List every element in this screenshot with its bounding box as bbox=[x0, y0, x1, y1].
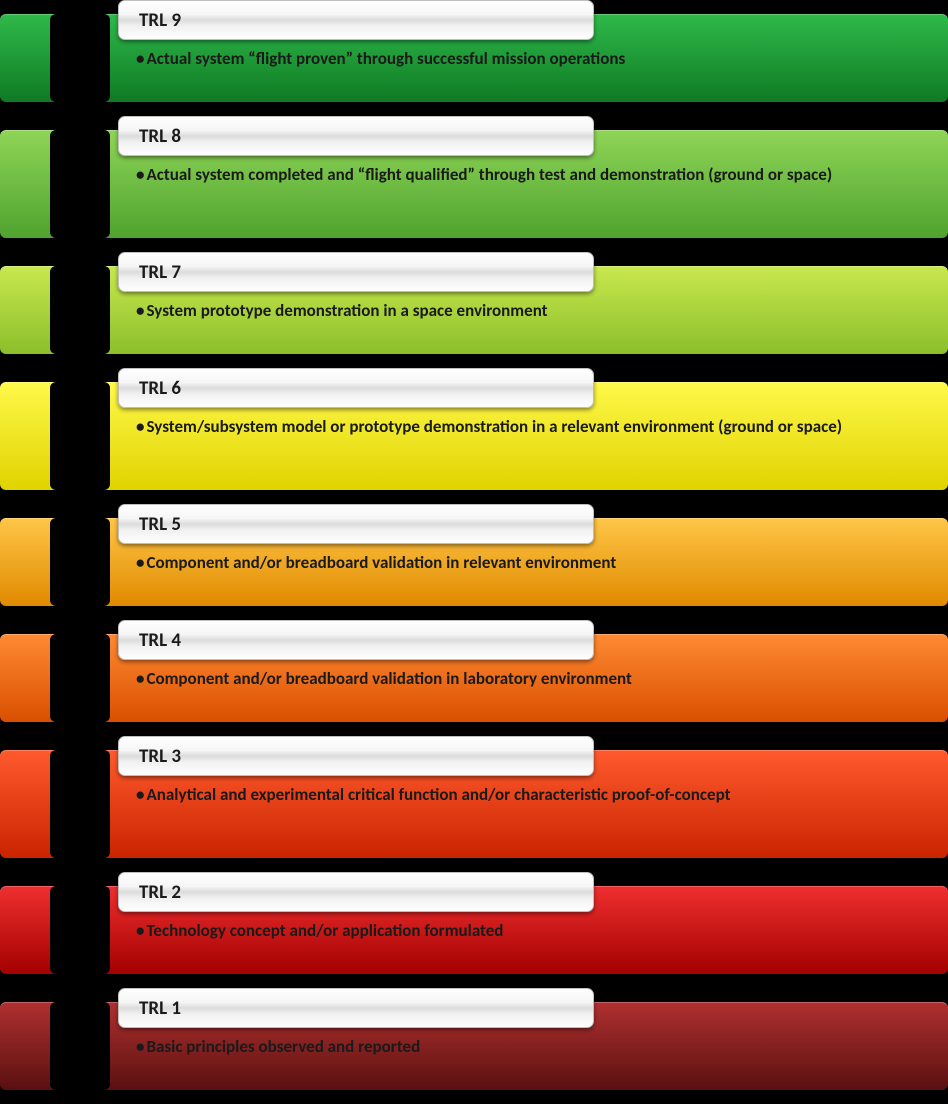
bullet-icon: • bbox=[136, 48, 144, 69]
level-title-pill: TRL 1 bbox=[118, 988, 594, 1028]
trl-level: TRL 4 •Component and/or breadboard valida… bbox=[0, 620, 948, 736]
level-desc-text: Technology concept and/or application fo… bbox=[146, 920, 503, 941]
level-notch bbox=[50, 750, 110, 858]
level-desc-text: Component and/or breadboard validation i… bbox=[146, 668, 631, 689]
level-desc: •Technology concept and/or application f… bbox=[136, 920, 892, 941]
level-title-pill: TRL 3 bbox=[118, 736, 594, 776]
level-notch bbox=[50, 130, 110, 238]
level-desc: •Actual system “flight proven” through s… bbox=[136, 48, 892, 69]
bullet-icon: • bbox=[136, 164, 144, 185]
level-desc-text: Component and/or breadboard validation i… bbox=[146, 552, 616, 573]
level-desc: •System/subsystem model or prototype dem… bbox=[136, 416, 892, 437]
level-notch bbox=[50, 518, 110, 606]
bullet-icon: • bbox=[136, 668, 144, 689]
bullet-icon: • bbox=[136, 416, 144, 437]
level-title: TRL 3 bbox=[139, 745, 181, 768]
level-desc-text: System prototype demonstration in a spac… bbox=[146, 300, 547, 321]
level-title-pill: TRL 6 bbox=[118, 368, 594, 408]
level-desc-text: Basic principles observed and reported bbox=[146, 1036, 420, 1057]
level-title-pill: TRL 5 bbox=[118, 504, 594, 544]
level-desc: •Actual system completed and “flight qua… bbox=[136, 164, 892, 185]
level-title-pill: TRL 9 bbox=[118, 0, 594, 40]
level-desc: •Basic principles observed and reported bbox=[136, 1036, 892, 1057]
level-title-pill: TRL 2 bbox=[118, 872, 594, 912]
level-title: TRL 7 bbox=[139, 261, 181, 284]
trl-level: TRL 1 •Basic principles observed and repo… bbox=[0, 988, 948, 1104]
level-title-pill: TRL 7 bbox=[118, 252, 594, 292]
level-title: TRL 1 bbox=[139, 997, 181, 1020]
trl-stack: TRL 9•Actual system “flight proven” thro… bbox=[0, 0, 948, 1104]
level-desc: •Component and/or breadboard validation … bbox=[136, 552, 892, 573]
bullet-icon: • bbox=[136, 552, 144, 573]
level-notch bbox=[50, 886, 110, 974]
level-notch bbox=[50, 266, 110, 354]
level-desc-text: Analytical and experimental critical fun… bbox=[146, 784, 730, 805]
level-desc-text: System/subsystem model or prototype demo… bbox=[146, 416, 842, 437]
level-notch bbox=[50, 1002, 110, 1090]
level-desc-text: Actual system completed and “flight qual… bbox=[146, 164, 832, 185]
level-title: TRL 2 bbox=[139, 881, 181, 904]
level-title-pill: TRL 8 bbox=[118, 116, 594, 156]
level-desc: •Component and/or breadboard validation … bbox=[136, 668, 892, 689]
bullet-icon: • bbox=[136, 920, 144, 941]
level-title: TRL 8 bbox=[139, 125, 181, 148]
level-title: TRL 9 bbox=[139, 9, 181, 32]
level-title: TRL 5 bbox=[139, 513, 181, 536]
trl-level: TRL 6 •System/subsystem model or prototyp… bbox=[0, 368, 948, 504]
level-desc-text: Actual system “flight proven” through su… bbox=[146, 48, 625, 69]
level-title: TRL 6 bbox=[139, 377, 181, 400]
trl-level: TRL 9 •Actual system “flight proven” thro… bbox=[0, 0, 948, 116]
bullet-icon: • bbox=[136, 1036, 144, 1057]
level-notch bbox=[50, 14, 110, 102]
trl-level: TRL 8 •Actual system completed and “fligh… bbox=[0, 116, 948, 252]
level-title: TRL 4 bbox=[139, 629, 181, 652]
level-notch bbox=[50, 634, 110, 722]
trl-level: TRL 5 •Component and/or breadboard valida… bbox=[0, 504, 948, 620]
level-title-pill: TRL 4 bbox=[118, 620, 594, 660]
level-notch bbox=[50, 382, 110, 490]
trl-level: TRL 2 •Technology concept and/or applicat… bbox=[0, 872, 948, 988]
bullet-icon: • bbox=[136, 300, 144, 321]
bullet-icon: • bbox=[136, 784, 144, 805]
level-desc: •System prototype demonstration in a spa… bbox=[136, 300, 892, 321]
trl-level: TRL 3 •Analytical and experimental critic… bbox=[0, 736, 948, 872]
trl-level: TRL 7 •System prototype demonstration in … bbox=[0, 252, 948, 368]
level-desc: •Analytical and experimental critical fu… bbox=[136, 784, 892, 805]
